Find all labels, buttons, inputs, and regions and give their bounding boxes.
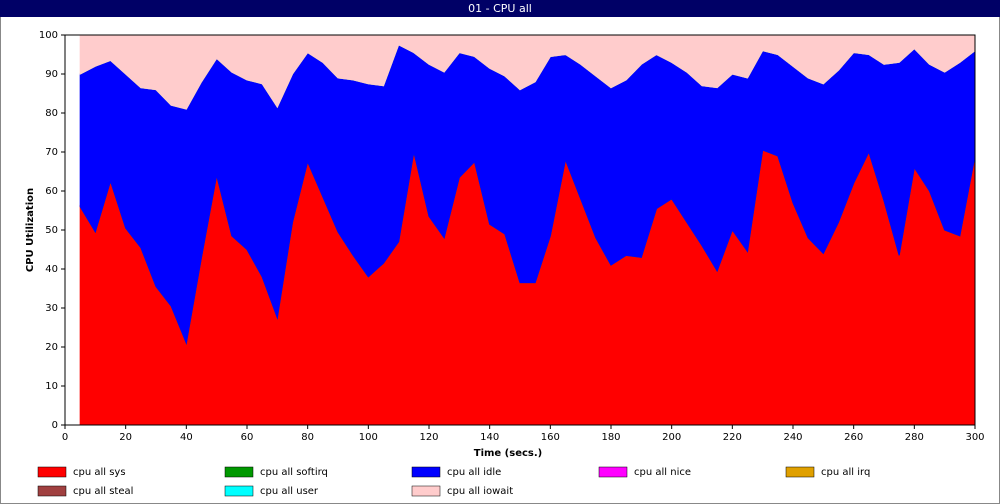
legend-label: cpu all user bbox=[260, 486, 319, 497]
legend-swatch bbox=[411, 485, 441, 497]
x-tick-label: 240 bbox=[783, 432, 802, 443]
legend-label: cpu all nice bbox=[634, 467, 691, 478]
legend-label: cpu all iowait bbox=[447, 486, 513, 497]
legend-swatch bbox=[224, 485, 254, 497]
y-tick-label: 40 bbox=[45, 264, 58, 275]
x-tick-label: 180 bbox=[601, 432, 620, 443]
x-tick-label: 60 bbox=[241, 432, 254, 443]
x-tick-label: 300 bbox=[965, 432, 984, 443]
y-tick-label: 90 bbox=[45, 69, 58, 80]
y-tick-label: 60 bbox=[45, 186, 58, 197]
legend-swatch bbox=[37, 485, 67, 497]
legend-label: cpu all irq bbox=[821, 467, 870, 478]
y-tick-label: 30 bbox=[45, 303, 58, 314]
x-tick-label: 80 bbox=[301, 432, 314, 443]
legend-swatch bbox=[37, 466, 67, 478]
x-tick-label: 260 bbox=[844, 432, 863, 443]
legend-swatch bbox=[224, 466, 254, 478]
x-axis-label: Time (secs.) bbox=[474, 448, 543, 459]
title-bar bbox=[0, 0, 1000, 17]
x-tick-label: 140 bbox=[480, 432, 499, 443]
legend-swatch bbox=[785, 466, 815, 478]
y-tick-label: 100 bbox=[39, 30, 58, 41]
x-tick-label: 20 bbox=[119, 432, 132, 443]
legend-label: cpu all sys bbox=[73, 467, 126, 478]
chart-title: 01 - CPU all bbox=[468, 2, 532, 15]
x-tick-label: 100 bbox=[359, 432, 378, 443]
x-tick-label: 200 bbox=[662, 432, 681, 443]
y-tick-label: 70 bbox=[45, 147, 58, 158]
y-tick-label: 80 bbox=[45, 108, 58, 119]
legend-label: cpu all idle bbox=[447, 467, 501, 478]
legend-swatch bbox=[411, 466, 441, 478]
legend-label: cpu all steal bbox=[73, 486, 133, 497]
y-tick-label: 0 bbox=[52, 420, 58, 431]
legend-swatch bbox=[598, 466, 628, 478]
x-tick-label: 120 bbox=[419, 432, 438, 443]
y-tick-label: 50 bbox=[45, 225, 58, 236]
x-tick-label: 0 bbox=[62, 432, 68, 443]
x-tick-label: 220 bbox=[723, 432, 742, 443]
y-axis-label: CPU Utilization bbox=[25, 188, 36, 272]
legend-label: cpu all softirq bbox=[260, 467, 328, 478]
x-tick-label: 40 bbox=[180, 432, 193, 443]
x-tick-label: 160 bbox=[541, 432, 560, 443]
y-tick-label: 10 bbox=[45, 381, 58, 392]
y-tick-label: 20 bbox=[45, 342, 58, 353]
x-tick-label: 280 bbox=[905, 432, 924, 443]
